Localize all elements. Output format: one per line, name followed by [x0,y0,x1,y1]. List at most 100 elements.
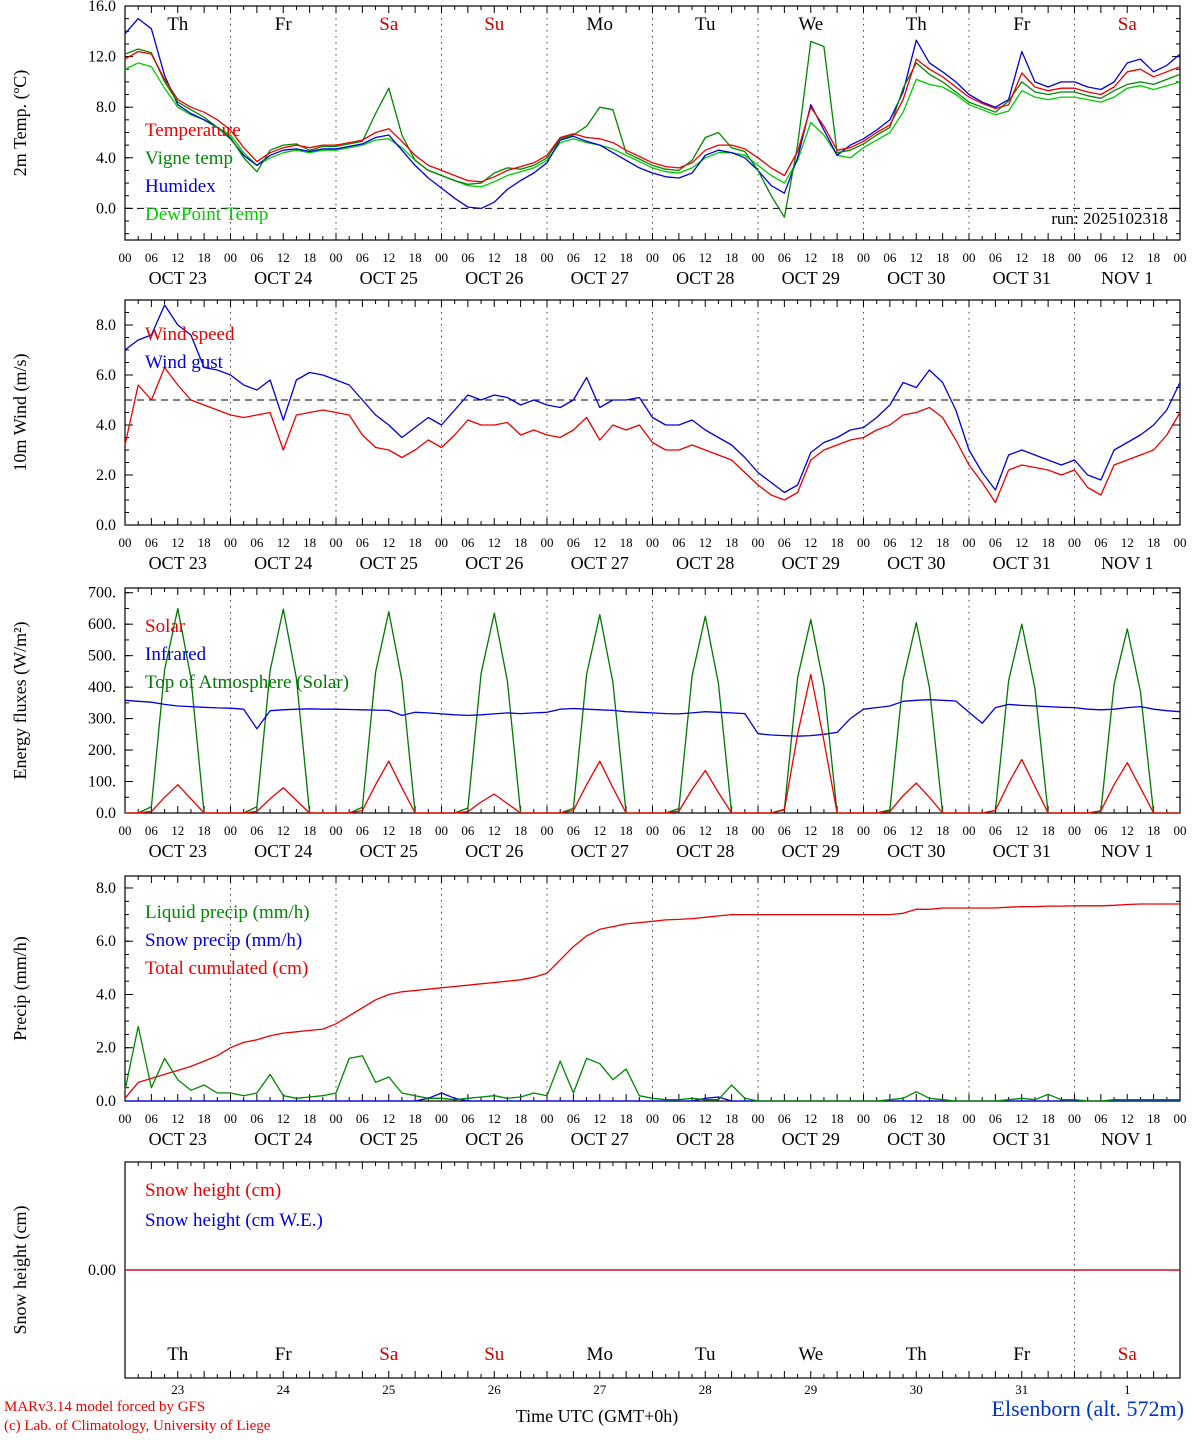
svg-text:Sa: Sa [379,14,399,35]
svg-text:0.0: 0.0 [96,805,116,822]
svg-text:06: 06 [461,1111,475,1126]
svg-text:OCT 26: OCT 26 [465,268,523,288]
svg-text:18: 18 [198,250,211,265]
svg-text:00: 00 [330,535,343,550]
svg-text:OCT 24: OCT 24 [254,841,312,861]
model-credit: MARv3.14 model forced by GFS (c) Lab. of… [4,1398,270,1436]
svg-text:12: 12 [804,535,817,550]
svg-text:00: 00 [1068,535,1081,550]
svg-text:00: 00 [1068,823,1081,838]
svg-text:18: 18 [936,535,949,550]
svg-text:18: 18 [725,250,738,265]
svg-text:06: 06 [461,535,475,550]
svg-text:00: 00 [963,1111,976,1126]
svg-text:300.: 300. [88,711,116,728]
svg-text:18: 18 [725,1111,738,1126]
svg-text:00: 00 [1174,250,1187,265]
svg-text:00: 00 [224,250,237,265]
svg-text:OCT 23: OCT 23 [149,1129,207,1149]
svg-text:OCT 28: OCT 28 [676,841,734,861]
svg-text:18: 18 [1147,1111,1160,1126]
svg-text:12: 12 [1015,250,1028,265]
svg-text:12: 12 [1121,250,1134,265]
svg-text:12: 12 [1121,535,1134,550]
svg-text:Su: Su [484,14,505,35]
svg-text:06: 06 [145,250,159,265]
svg-text:06: 06 [883,250,897,265]
svg-text:31: 31 [1015,1382,1028,1397]
svg-text:06: 06 [250,823,264,838]
svg-text:Sa: Sa [1118,1344,1138,1365]
svg-text:23: 23 [171,1382,184,1397]
svg-text:2.0: 2.0 [96,467,116,484]
svg-text:18: 18 [1042,823,1055,838]
svg-text:26: 26 [488,1382,502,1397]
wind-panel: 8.06.04.02.00.000 06 12 18 00 06 12 18 00 06 12 18 0… [10,299,1187,573]
svg-text:NOV 1: NOV 1 [1101,1129,1153,1149]
svg-text:Top of Atmosphere (Solar): Top of Atmosphere (Solar) [145,672,349,693]
svg-text:00: 00 [752,250,765,265]
svg-text:12: 12 [488,1111,501,1126]
svg-text:00: 00 [1174,1111,1187,1126]
svg-text:OCT 26: OCT 26 [465,841,523,861]
svg-text:00: 00 [435,250,448,265]
svg-text:12: 12 [699,535,712,550]
svg-text:06: 06 [672,1111,686,1126]
svg-text:18: 18 [303,1111,316,1126]
svg-text:OCT 30: OCT 30 [887,1129,945,1149]
svg-text:Snow height (cm): Snow height (cm) [10,1206,31,1335]
svg-text:OCT 30: OCT 30 [887,268,945,288]
svg-text:18: 18 [725,535,738,550]
svg-text:00: 00 [857,1111,870,1126]
svg-text:NOV 1: NOV 1 [1101,841,1153,861]
svg-text:18: 18 [198,535,211,550]
svg-text:10m Wind (m/s): 10m Wind (m/s) [10,354,31,472]
svg-text:06: 06 [778,1111,792,1126]
svg-text:00: 00 [119,250,132,265]
svg-text:06: 06 [883,823,897,838]
svg-text:00: 00 [646,823,659,838]
svg-text:06: 06 [567,1111,581,1126]
svg-text:06: 06 [672,823,686,838]
svg-text:06: 06 [356,250,370,265]
svg-text:Solar: Solar [145,616,186,637]
svg-text:0.00: 0.00 [88,1262,116,1279]
svg-text:18: 18 [620,1111,633,1126]
svg-text:OCT 27: OCT 27 [571,841,629,861]
svg-text:12: 12 [277,250,290,265]
svg-text:8.0: 8.0 [96,317,116,334]
svg-text:OCT 28: OCT 28 [676,1129,734,1149]
svg-text:12: 12 [910,250,923,265]
credit-line-2: (c) Lab. of Climatology, University of L… [4,1418,271,1434]
svg-text:18: 18 [831,250,844,265]
energy-flux-panel: 700.600.500.400.300.200.100.0.000 06 12 18 0… [10,585,1187,861]
svg-text:12: 12 [699,1111,712,1126]
svg-text:OCT 26: OCT 26 [465,553,523,573]
svg-text:12: 12 [593,250,606,265]
svg-text:06: 06 [461,823,475,838]
svg-text:12.0: 12.0 [88,49,116,66]
svg-text:OCT 24: OCT 24 [254,268,312,288]
svg-text:OCT 30: OCT 30 [887,553,945,573]
svg-text:18: 18 [620,250,633,265]
svg-text:00: 00 [435,823,448,838]
svg-text:00: 00 [963,250,976,265]
svg-text:18: 18 [303,823,316,838]
svg-text:12: 12 [804,250,817,265]
svg-text:DewPoint Temp: DewPoint Temp [145,204,268,225]
svg-text:OCT 31: OCT 31 [993,841,1051,861]
svg-text:27: 27 [593,1382,607,1397]
svg-text:00: 00 [330,823,343,838]
svg-text:We: We [798,14,823,35]
svg-text:06: 06 [250,1111,264,1126]
svg-text:06: 06 [883,535,897,550]
svg-text:OCT 30: OCT 30 [887,841,945,861]
svg-text:00: 00 [541,250,554,265]
svg-text:OCT 25: OCT 25 [360,841,418,861]
svg-text:Sa: Sa [1118,14,1138,35]
svg-text:12: 12 [488,535,501,550]
svg-text:06: 06 [1094,1111,1108,1126]
svg-text:18: 18 [1042,250,1055,265]
svg-text:4.0: 4.0 [96,417,116,434]
